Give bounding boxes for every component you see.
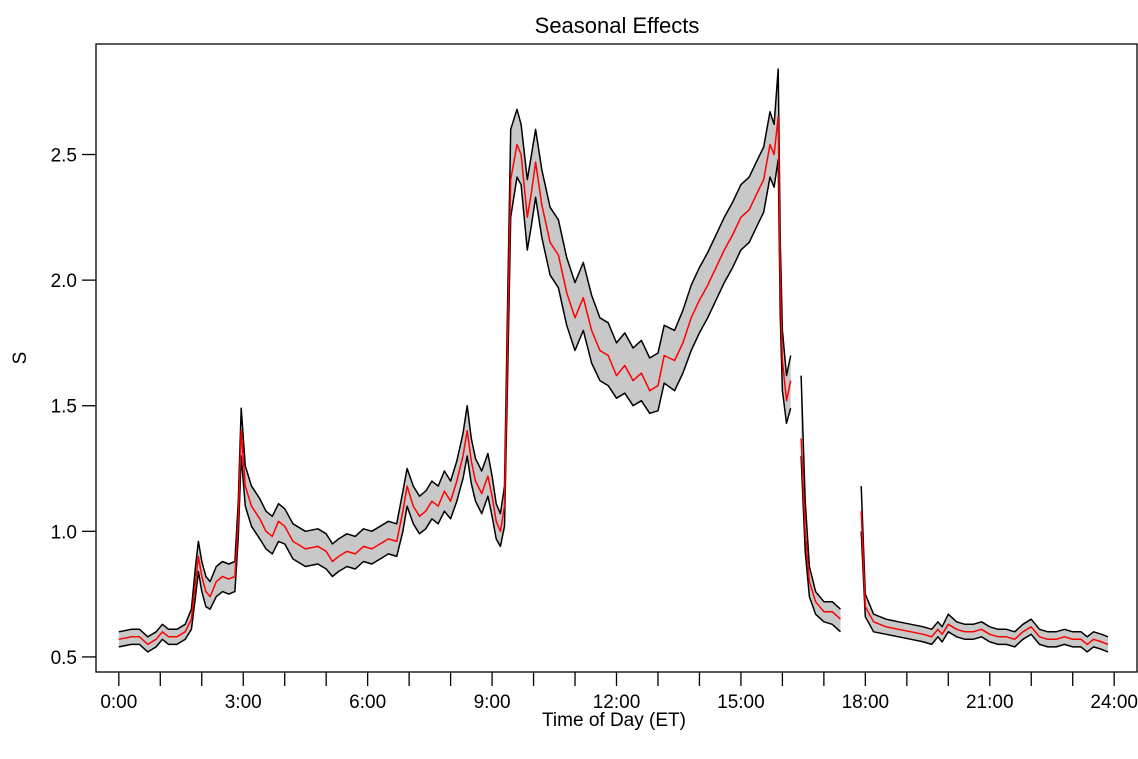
upper-bound-line [860,486,1109,638]
y-tick-label: 2.0 [51,271,77,292]
x-tick-label: 3:00 [225,692,262,713]
x-tick-label: 9:00 [474,692,511,713]
upper-bound-line [800,375,842,610]
estimate-line [118,116,792,646]
chart-title: Seasonal Effects [535,13,700,38]
y-tick-label: 1.0 [51,522,77,543]
x-tick-label: 21:00 [966,692,1014,713]
estimate-line [800,438,842,620]
lower-bound-line [118,158,792,653]
x-tick-label: 24:00 [1090,692,1138,713]
confidence-band-segment [861,486,1108,652]
confidence-band-segment [118,69,791,652]
y-tick-label: 2.5 [51,146,77,167]
x-tick-label: 6:00 [349,692,386,713]
x-tick-label: 18:00 [842,692,890,713]
confidence-band-segment [801,375,841,632]
x-tick-label: 12:00 [593,692,641,713]
y-axis-label: S [10,352,31,365]
lower-bound-line [800,455,842,633]
lower-bound-line [860,531,1109,653]
estimate-line [860,511,1109,646]
y-axis: 0.5 1.0 1.5 2.0 2.5 [51,146,96,669]
confidence-band-layer [118,69,1108,652]
estimate-line-layer [118,116,1109,646]
x-axis-label: Time of Day (ET) [542,710,686,731]
x-tick-label: 0:00 [100,692,137,713]
y-tick-label: 0.5 [51,648,77,669]
x-tick-label: 15:00 [717,692,765,713]
x-axis: 0:00 3:00 6:00 9:00 12:00 15:00 18:00 21:00 24:0… [100,672,1138,713]
y-tick-label: 1.5 [51,397,77,418]
bound-lines-layer [118,68,1109,653]
upper-bound-line [118,68,792,638]
